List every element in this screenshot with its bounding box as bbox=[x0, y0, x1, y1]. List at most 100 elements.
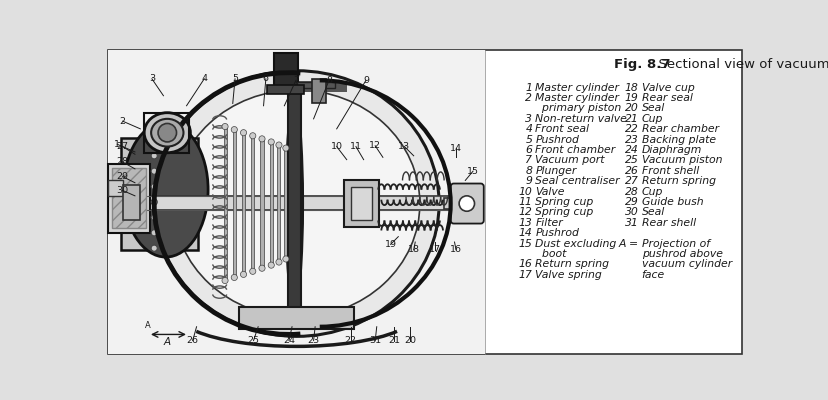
Text: 17: 17 bbox=[429, 245, 440, 254]
Bar bbox=[123, 185, 139, 220]
Text: Valve spring: Valve spring bbox=[535, 270, 601, 280]
Text: Non-return valve: Non-return valve bbox=[535, 114, 627, 124]
Text: Cup: Cup bbox=[641, 186, 662, 196]
Text: 5: 5 bbox=[232, 74, 238, 83]
Text: 18: 18 bbox=[624, 83, 638, 93]
Text: 10: 10 bbox=[330, 142, 342, 151]
Text: Cup: Cup bbox=[641, 114, 662, 124]
Text: 23: 23 bbox=[307, 336, 320, 345]
Text: Backing plate: Backing plate bbox=[641, 135, 715, 145]
Bar bbox=[267, 85, 304, 94]
Text: 13: 13 bbox=[518, 218, 532, 228]
Bar bbox=[112, 168, 146, 228]
Bar bbox=[233, 130, 235, 278]
Text: 27: 27 bbox=[624, 176, 638, 186]
Bar bbox=[350, 186, 372, 220]
Text: Guide bush: Guide bush bbox=[641, 197, 702, 207]
Bar bbox=[238, 308, 354, 329]
Text: Front shell: Front shell bbox=[641, 166, 698, 176]
Bar bbox=[269, 142, 272, 265]
Bar bbox=[144, 113, 189, 153]
Bar bbox=[285, 81, 346, 92]
Bar bbox=[224, 126, 226, 280]
Ellipse shape bbox=[154, 71, 439, 336]
Circle shape bbox=[282, 145, 289, 151]
Text: Rear chamber: Rear chamber bbox=[641, 124, 718, 134]
Circle shape bbox=[151, 230, 157, 236]
Text: Spring cup: Spring cup bbox=[535, 207, 593, 217]
Text: 24: 24 bbox=[282, 336, 295, 345]
Text: Seal centraliser: Seal centraliser bbox=[535, 176, 619, 186]
Text: vacuum cylinder: vacuum cylinder bbox=[641, 259, 731, 269]
Text: 8: 8 bbox=[325, 76, 331, 85]
Circle shape bbox=[459, 196, 474, 211]
Circle shape bbox=[151, 168, 157, 174]
Text: Fig. 8.7: Fig. 8.7 bbox=[614, 58, 670, 72]
Bar bbox=[288, 90, 300, 318]
Text: boot: boot bbox=[535, 249, 566, 259]
Text: primary piston: primary piston bbox=[535, 104, 621, 114]
Text: Valve cup: Valve cup bbox=[641, 83, 694, 93]
Circle shape bbox=[276, 259, 282, 265]
Text: 22: 22 bbox=[344, 336, 356, 345]
Text: 26: 26 bbox=[624, 166, 638, 176]
Text: 11: 11 bbox=[349, 142, 362, 151]
Text: 14: 14 bbox=[518, 228, 532, 238]
Text: 5: 5 bbox=[525, 135, 532, 145]
Text: 14: 14 bbox=[450, 144, 461, 152]
Text: 11: 11 bbox=[518, 197, 532, 207]
Text: 4: 4 bbox=[525, 124, 532, 134]
Text: 8: 8 bbox=[525, 166, 532, 176]
Text: Vacuum piston: Vacuum piston bbox=[641, 156, 721, 166]
Text: Rear shell: Rear shell bbox=[641, 218, 695, 228]
Text: 2: 2 bbox=[119, 117, 126, 126]
Bar bbox=[296, 82, 335, 88]
Text: 25: 25 bbox=[624, 156, 638, 166]
Circle shape bbox=[151, 184, 157, 190]
Text: 6: 6 bbox=[262, 74, 268, 83]
Bar bbox=[108, 164, 150, 233]
Bar bbox=[121, 196, 455, 210]
Circle shape bbox=[151, 214, 157, 220]
Text: 4: 4 bbox=[201, 74, 207, 83]
Text: 24: 24 bbox=[624, 145, 638, 155]
Circle shape bbox=[267, 262, 274, 268]
Text: 1: 1 bbox=[525, 83, 532, 93]
Bar bbox=[285, 316, 346, 327]
Ellipse shape bbox=[151, 119, 183, 146]
Circle shape bbox=[231, 126, 237, 133]
Text: 19: 19 bbox=[624, 93, 638, 103]
Circle shape bbox=[258, 136, 265, 142]
Ellipse shape bbox=[123, 122, 208, 257]
Text: Filter: Filter bbox=[535, 218, 562, 228]
Text: 18: 18 bbox=[407, 245, 419, 254]
Text: Pushrod: Pushrod bbox=[535, 228, 579, 238]
Text: face: face bbox=[641, 270, 664, 280]
Text: 28: 28 bbox=[624, 186, 638, 196]
Text: 16: 16 bbox=[450, 245, 461, 254]
Text: 15: 15 bbox=[466, 167, 479, 176]
Text: 15: 15 bbox=[518, 238, 532, 248]
Ellipse shape bbox=[173, 90, 419, 317]
Text: 16: 16 bbox=[518, 259, 532, 269]
Text: 23: 23 bbox=[624, 135, 638, 145]
Text: 31: 31 bbox=[368, 336, 381, 345]
Circle shape bbox=[151, 245, 157, 251]
Bar bbox=[284, 148, 287, 259]
Circle shape bbox=[158, 124, 176, 142]
Text: 12: 12 bbox=[518, 207, 532, 217]
Circle shape bbox=[249, 133, 256, 139]
Bar bbox=[108, 180, 123, 196]
Bar bbox=[242, 133, 245, 274]
Circle shape bbox=[222, 124, 228, 130]
Text: 6: 6 bbox=[525, 145, 532, 155]
Text: Spring cup: Spring cup bbox=[535, 197, 593, 207]
Text: 30: 30 bbox=[117, 186, 128, 195]
Text: 9: 9 bbox=[363, 76, 368, 85]
Text: 2: 2 bbox=[525, 93, 532, 103]
Circle shape bbox=[222, 278, 228, 284]
Text: Seal: Seal bbox=[641, 207, 664, 217]
Bar bbox=[277, 145, 280, 262]
Text: Dust excluding: Dust excluding bbox=[535, 238, 616, 248]
Bar bbox=[108, 50, 484, 354]
